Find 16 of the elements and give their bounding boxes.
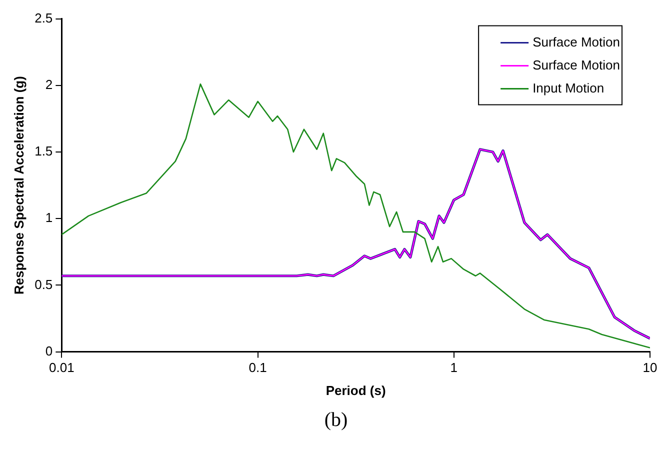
text: (b) bbox=[323, 409, 349, 432]
legend-label: Surface Motion bbox=[532, 34, 620, 50]
legend-label: Surface Motion bbox=[532, 57, 620, 72]
y-tick-label: 2 bbox=[45, 76, 53, 92]
x-tick-label: 10 bbox=[642, 360, 658, 376]
y-tick-label: 2.5 bbox=[34, 10, 53, 26]
x-tick-label: 0.01 bbox=[49, 360, 74, 376]
y-tick-label: 0 bbox=[45, 343, 53, 358]
x-axis-title: Period (s) bbox=[326, 382, 386, 398]
y-axis-title: Response Spectral Acceleration (g) bbox=[11, 76, 26, 295]
y-tick-label: 0.5 bbox=[34, 276, 53, 292]
legend-label: Input Motion bbox=[532, 80, 604, 96]
x-tick-label: 0.1 bbox=[248, 360, 267, 376]
x-tick-label: 1 bbox=[450, 360, 458, 376]
y-tick-label: 1 bbox=[45, 210, 53, 226]
y-tick-label: 1.5 bbox=[34, 144, 53, 159]
